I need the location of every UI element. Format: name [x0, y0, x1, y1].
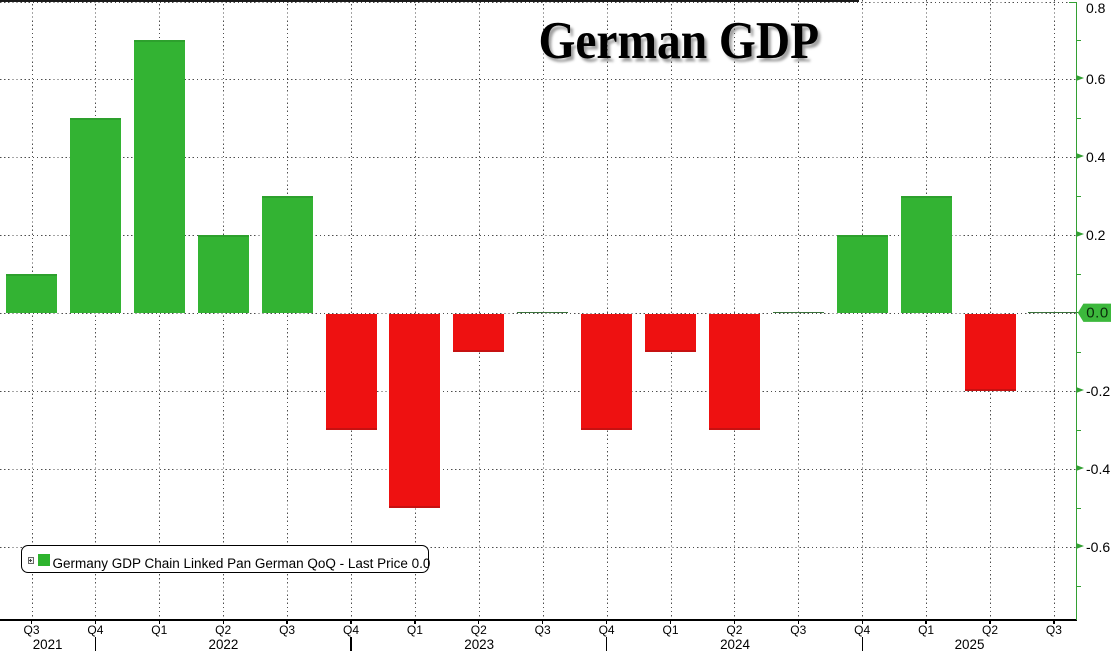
svg-text:0.0: 0.0	[1086, 304, 1109, 321]
